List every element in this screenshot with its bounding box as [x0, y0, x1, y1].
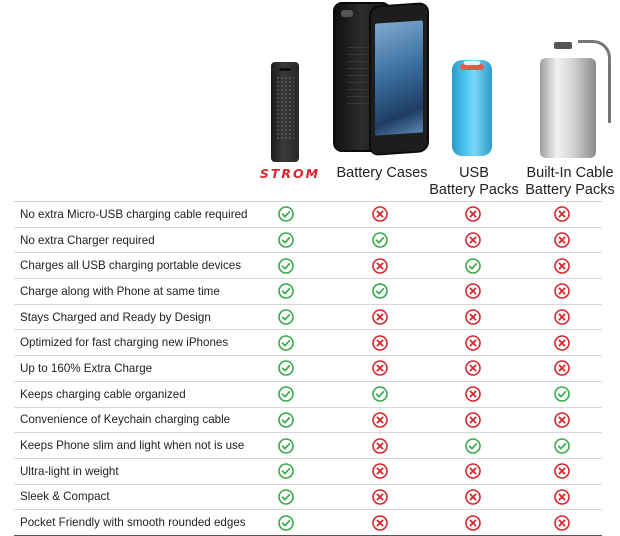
cross-icon — [554, 463, 570, 480]
check-icon — [278, 386, 294, 402]
table-row: Keeps Phone slim and light when not is u… — [14, 433, 602, 459]
cross-icon — [372, 489, 388, 505]
feature-label: Stays Charged and Ready by Design — [20, 310, 211, 324]
check-icon — [278, 334, 294, 351]
table-row: Sleek & Compact — [14, 485, 602, 511]
usb-battery-pack-image — [452, 60, 492, 156]
check-icon — [278, 257, 294, 274]
table-row: Charge along with Phone at same time — [14, 279, 602, 305]
check-icon — [278, 360, 294, 377]
check-icon — [465, 437, 481, 454]
check-icon — [278, 232, 294, 248]
feature-label: Charges all USB charging portable device… — [20, 259, 242, 273]
feature-label: Keeps Phone slim and light when not is u… — [20, 439, 245, 453]
cross-icon — [465, 463, 481, 480]
feature-label: Keeps charging cable organized — [20, 387, 186, 401]
cross-icon — [465, 232, 481, 248]
check-icon — [554, 386, 570, 402]
cross-icon — [465, 334, 481, 351]
cross-icon — [372, 334, 388, 351]
check-icon — [372, 386, 388, 402]
cross-icon — [465, 514, 481, 531]
check-icon — [278, 463, 294, 480]
cross-icon — [554, 514, 570, 531]
feature-label: Pocket Friendly with smooth rounded edge… — [20, 516, 246, 530]
check-icon — [278, 309, 294, 325]
strom-logo: STROM — [259, 166, 321, 181]
cross-icon — [372, 309, 388, 325]
cross-icon — [372, 360, 388, 377]
check-icon — [554, 437, 570, 454]
table-row: Stays Charged and Ready by Design — [14, 305, 602, 331]
cross-icon — [465, 360, 481, 377]
feature-label: Ultra-light in weight — [20, 464, 119, 478]
built-in-cable-battery-pack-image — [540, 40, 612, 158]
cross-icon — [554, 412, 570, 428]
cross-icon — [554, 232, 570, 248]
table-row: Optimized for fast charging new iPhones — [14, 330, 602, 357]
cross-icon — [372, 437, 388, 454]
table-row: Keeps charging cable organized — [14, 382, 602, 408]
check-icon — [372, 232, 388, 248]
cross-icon — [465, 386, 481, 402]
feature-label: Charge along with Phone at same time — [20, 284, 220, 298]
feature-label: Sleek & Compact — [20, 490, 110, 504]
cross-icon — [465, 283, 481, 300]
cross-icon — [465, 489, 481, 505]
table-row: No extra Charger required — [14, 228, 602, 254]
cross-icon — [372, 514, 388, 531]
feature-label: No extra Charger required — [20, 233, 155, 247]
column-header-battery-cases: Battery Cases — [336, 165, 428, 181]
check-icon — [278, 437, 294, 454]
cross-icon — [554, 334, 570, 351]
battery-case-product-image — [333, 1, 429, 157]
feature-label: Optimized for fast charging new iPhones — [20, 336, 229, 350]
column-header-text: Built-In Cable Battery Packs — [525, 165, 615, 198]
cross-icon — [372, 412, 388, 428]
table-row: Pocket Friendly with smooth rounded edge… — [14, 510, 602, 536]
check-icon — [278, 489, 294, 505]
table-row: Up to 160% Extra Charge — [14, 356, 602, 382]
strom-product-image — [271, 62, 299, 162]
feature-label: Convenience of Keychain charging cable — [20, 413, 231, 427]
check-icon — [278, 206, 294, 223]
cross-icon — [372, 257, 388, 274]
cross-icon — [465, 206, 481, 223]
cross-icon — [554, 257, 570, 274]
column-header-built-in-cable: Built-In Cable Battery Packs — [520, 165, 620, 199]
column-header-text: USB Battery Packs — [429, 165, 519, 198]
check-icon — [372, 283, 388, 300]
cross-icon — [465, 309, 481, 325]
cross-icon — [554, 489, 570, 505]
cross-icon — [372, 463, 388, 480]
table-row: Convenience of Keychain charging cable — [14, 408, 602, 434]
feature-label: Up to 160% Extra Charge — [20, 361, 153, 375]
check-icon — [278, 283, 294, 300]
check-icon — [278, 514, 294, 531]
cross-icon — [554, 360, 570, 377]
table-row: Charges all USB charging portable device… — [14, 253, 602, 280]
table-row: No extra Micro-USB charging cable requir… — [14, 201, 602, 228]
cross-icon — [465, 412, 481, 428]
cross-icon — [554, 283, 570, 300]
cross-icon — [372, 206, 388, 223]
column-header-usb-battery-packs: USB Battery Packs — [424, 165, 524, 199]
check-icon — [278, 412, 294, 428]
cross-icon — [554, 206, 570, 223]
cross-icon — [554, 309, 570, 325]
feature-label: No extra Micro-USB charging cable requir… — [20, 207, 248, 221]
table-row: Ultra-light in weight — [14, 459, 602, 485]
comparison-table: No extra Micro-USB charging cable requir… — [14, 201, 602, 536]
check-icon — [465, 257, 481, 274]
